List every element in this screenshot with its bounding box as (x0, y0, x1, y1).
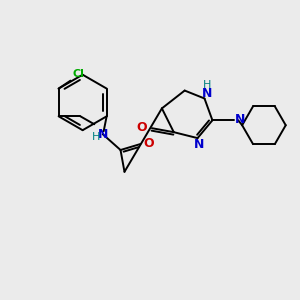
Text: N: N (194, 138, 205, 151)
Text: O: O (136, 121, 147, 134)
Text: O: O (143, 136, 154, 150)
Text: Cl: Cl (73, 69, 84, 79)
Text: N: N (235, 113, 246, 126)
Text: N: N (98, 128, 108, 141)
Text: H: H (203, 80, 212, 90)
Text: H: H (92, 132, 100, 142)
Text: N: N (202, 87, 213, 100)
